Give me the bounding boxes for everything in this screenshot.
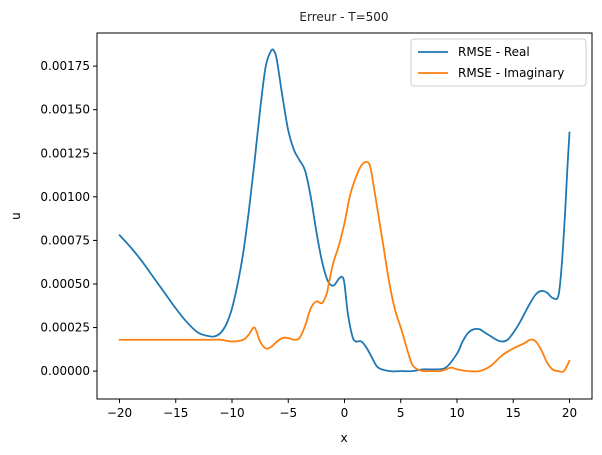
x-tick-label: −20 — [107, 406, 132, 420]
x-tick-label: 20 — [562, 406, 577, 420]
legend-label-imaginary: RMSE - Imaginary — [458, 66, 564, 80]
plot-lines — [118, 48, 571, 373]
x-axis-label: x — [340, 431, 347, 445]
series-line-real — [118, 48, 571, 373]
legend-box — [410, 38, 587, 87]
x-tick-label: 10 — [449, 406, 464, 420]
y-tick-label: 0.00000 — [40, 364, 90, 378]
y-tick-label: 0.00150 — [40, 103, 90, 117]
chart-title: Erreur - T=500 — [299, 10, 388, 24]
series-line-imaginary — [118, 161, 571, 373]
y-tick-label: 0.00100 — [40, 190, 90, 204]
y-tick-label: 0.00050 — [40, 277, 90, 291]
y-axis-label: u — [9, 212, 23, 220]
x-tick-label: 0 — [341, 406, 349, 420]
plot-frame — [96, 32, 593, 400]
y-tick-label: 0.00125 — [40, 146, 90, 160]
legend-label-real: RMSE - Real — [458, 45, 530, 59]
x-axis: −20 −15 −10 −5 0 5 10 15 20 — [107, 399, 577, 420]
x-tick-label: −5 — [279, 406, 297, 420]
y-axis: 0.00000 0.00025 0.00050 0.00075 0.00100 0.001… — [40, 59, 97, 378]
x-tick-label: 15 — [506, 406, 521, 420]
y-tick-label: 0.00025 — [40, 321, 90, 335]
x-tick-label: 5 — [397, 406, 405, 420]
x-tick-label: −15 — [163, 406, 188, 420]
y-tick-label: 0.00075 — [40, 233, 90, 247]
y-tick-label: 0.00175 — [40, 59, 90, 73]
legend: RMSE - Real RMSE - Imaginary — [410, 38, 587, 87]
x-tick-label: −10 — [219, 406, 244, 420]
